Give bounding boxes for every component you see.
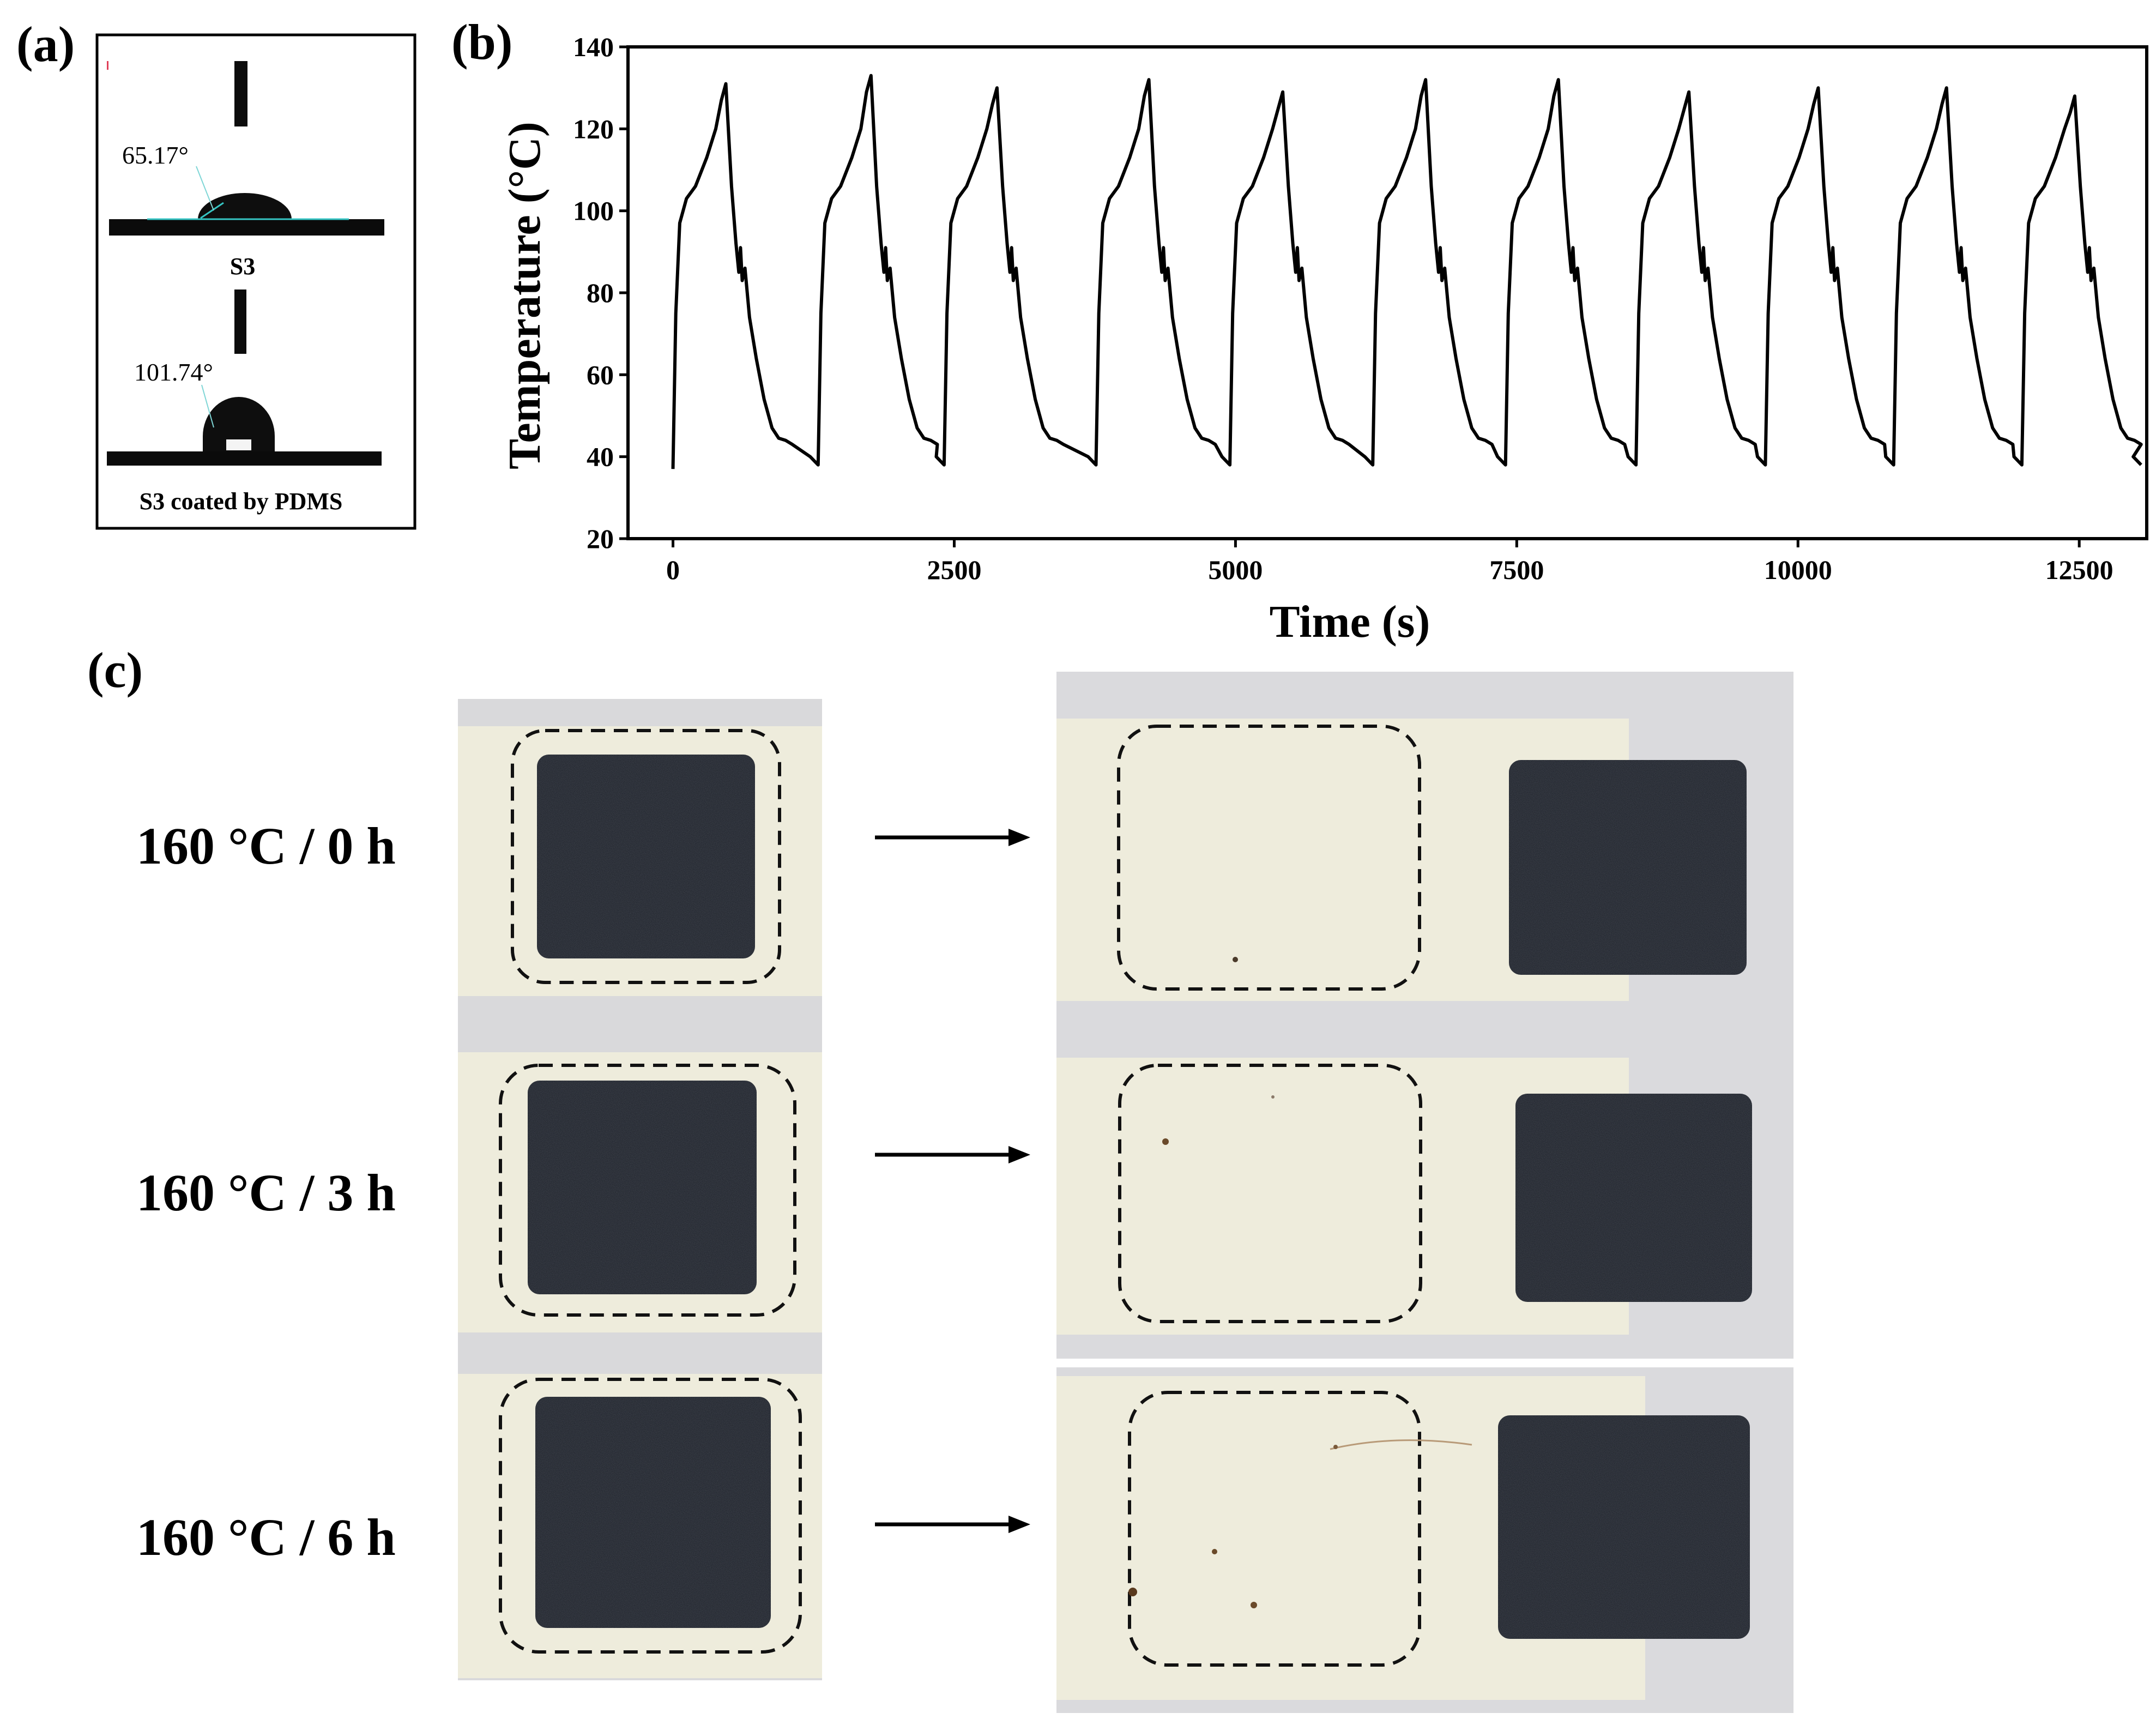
sample-label-s3-pdms: S3 coated by PDMS bbox=[140, 488, 343, 515]
photo-after-0h-outline bbox=[1117, 725, 1421, 991]
droplet-top bbox=[198, 193, 292, 219]
photo-after-3h-outline bbox=[1118, 1064, 1422, 1323]
photo-before-6h-sample-texture bbox=[535, 1397, 771, 1628]
droplet-bottom-reflection bbox=[226, 439, 251, 450]
photo-before-6h-outline bbox=[499, 1378, 802, 1654]
x-tick-label: 5000 bbox=[1208, 554, 1263, 585]
x-tick-label: 0 bbox=[666, 554, 680, 585]
photo-before-0h-sample-texture bbox=[537, 755, 755, 958]
panel-label-b: (b) bbox=[451, 14, 512, 70]
y-tick-label: 20 bbox=[587, 523, 614, 554]
y-axis-title: Temperature (°C) bbox=[499, 122, 550, 469]
x-tick-label: 10000 bbox=[1764, 554, 1832, 585]
photo-after-0h-sample-texture bbox=[1509, 760, 1747, 975]
plot-frame bbox=[626, 45, 2148, 540]
arrow-6h-head bbox=[1008, 1516, 1030, 1533]
temperature-line bbox=[671, 74, 2143, 469]
x-tick-label: 12500 bbox=[2045, 554, 2113, 585]
photo-before-3h-sample-texture bbox=[528, 1081, 757, 1294]
angle-leader-bottom bbox=[201, 384, 214, 428]
residue-dot bbox=[1128, 1588, 1137, 1596]
x-tick-label: 2500 bbox=[927, 554, 981, 585]
y-tick-label: 100 bbox=[573, 196, 614, 226]
x-tick-label: 7500 bbox=[1489, 554, 1544, 585]
contact-angle-top: 65.17° bbox=[122, 141, 189, 169]
residue-dot bbox=[1162, 1138, 1169, 1145]
row-3h: 160 °C / 3 h bbox=[136, 1022, 1793, 1361]
photo-after-6h-sample-texture bbox=[1498, 1415, 1750, 1639]
residue-dot bbox=[1212, 1549, 1217, 1554]
row-6h: 160 °C / 6 h bbox=[136, 1361, 1793, 1713]
row-0h: 160 °C / 0 h bbox=[136, 672, 1793, 1032]
residue-dot bbox=[1333, 1445, 1338, 1449]
droplet-bottom bbox=[203, 397, 275, 454]
y-tick-label: 120 bbox=[573, 113, 614, 144]
temperature-cycling-chart: Temperature (°C) Time (s) 0 2500 5000 7500 1… bbox=[499, 32, 2148, 647]
panel-label-a: (a) bbox=[16, 16, 75, 72]
y-tick-label: 40 bbox=[587, 442, 614, 472]
panel-label-c: (c) bbox=[87, 642, 143, 698]
angle-leader-top bbox=[196, 166, 214, 211]
substrate-top bbox=[109, 219, 384, 236]
residue-dot bbox=[1271, 1095, 1275, 1099]
photo-after-6h-outline bbox=[1128, 1391, 1421, 1667]
condition-label-3h: 160 °C / 3 h bbox=[136, 1163, 396, 1222]
y-tick-label: 80 bbox=[587, 278, 614, 308]
arrow-0h-head bbox=[1008, 829, 1030, 846]
needle-top bbox=[234, 61, 247, 126]
residue-streak bbox=[1330, 1439, 1472, 1450]
y-tick-label: 140 bbox=[573, 32, 614, 62]
tangent-top bbox=[200, 202, 224, 219]
condition-label-0h: 160 °C / 0 h bbox=[136, 817, 396, 875]
needle-bottom bbox=[234, 289, 246, 354]
residue-dot bbox=[1233, 957, 1238, 962]
y-tick-label: 60 bbox=[587, 359, 614, 390]
photo-before-3h-outline bbox=[499, 1064, 796, 1317]
condition-label-6h: 160 °C / 6 h bbox=[136, 1508, 396, 1566]
photo-after-3h-sample-texture bbox=[1515, 1094, 1752, 1302]
x-axis-title: Time (s) bbox=[1270, 596, 1430, 647]
photo-before-0h-outline bbox=[511, 729, 781, 984]
plot-area: 0 2500 5000 7500 10000 12500 20 40 60 80 100 120 140 bbox=[573, 32, 2148, 585]
residue-dot bbox=[1251, 1602, 1257, 1608]
substrate-bottom bbox=[107, 451, 382, 466]
adhesion-test-photos: 160 °C / 0 h 160 °C / 3 h bbox=[136, 672, 1793, 1713]
panel-a-contact-angle: 65.17° S3 101.74° S3 coated by PDMS bbox=[95, 33, 416, 530]
panel-a-corner-mark bbox=[107, 61, 108, 70]
arrow-3h-head bbox=[1008, 1146, 1030, 1163]
contact-angle-bottom: 101.74° bbox=[134, 358, 213, 386]
sample-label-s3: S3 bbox=[230, 253, 255, 280]
